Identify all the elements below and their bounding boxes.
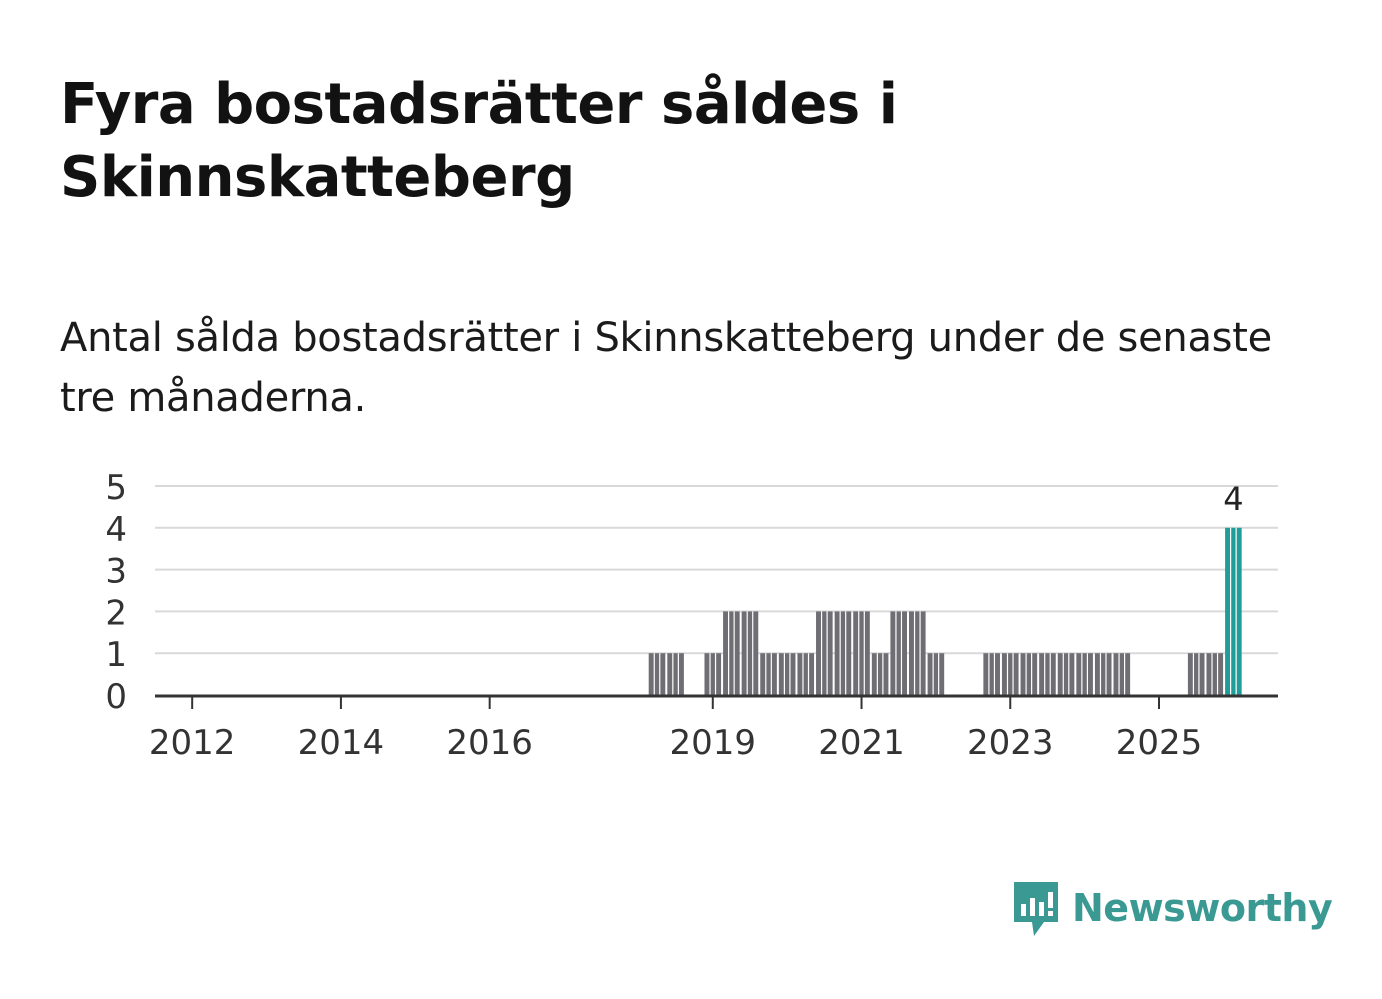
bars [648,527,1242,695]
newsworthy-logo-icon [1014,882,1058,936]
gridlines [155,485,1278,655]
bar [704,653,722,695]
bar [760,653,777,695]
bar [741,611,759,695]
bar [816,611,833,695]
x-tick-label: 2019 [670,723,757,763]
bar [1057,653,1075,695]
bar [890,611,908,695]
bar [778,653,796,695]
axes [155,694,1278,709]
x-tick-label: 2012 [149,723,236,763]
y-tick-label: 0 [105,677,127,717]
bar [927,653,945,695]
bar [1020,653,1038,695]
bar [1113,653,1131,695]
x-tick-label: 2014 [298,723,385,763]
y-tick-label: 4 [105,510,127,550]
bar [797,653,815,695]
x-tick-label: 2021 [818,723,905,763]
data-label: 4 [1223,480,1243,518]
bar [983,653,1000,695]
bar [1094,653,1112,695]
bar [1039,653,1056,695]
bar [1076,653,1093,695]
y-tick-label: 5 [105,468,127,508]
bar [853,611,870,695]
x-tick-label: 2025 [1116,723,1203,763]
y-tick-label: 2 [105,593,127,633]
bar [1206,653,1224,695]
newsworthy-logo: Newsworthy [1010,878,1333,938]
y-tick-label: 3 [105,552,127,592]
brand-name: Newsworthy [1072,886,1333,930]
bar [1187,653,1205,695]
bar [834,611,852,695]
bar [667,653,684,695]
chart-subtitle: Antal sålda bostadsrätter i Skinnskatteb… [60,315,1272,421]
x-tick-label: 2016 [446,723,533,763]
bar [648,653,666,695]
chart-title: Fyra bostadsrätter såldes i Skinnskatteb… [60,72,898,210]
bar-highlight [1225,527,1242,695]
bar [723,611,740,695]
bar [1001,653,1019,695]
bar [871,653,889,695]
bar [909,611,926,695]
y-tick-label: 1 [105,635,127,675]
x-tick-label: 2023 [967,723,1054,763]
